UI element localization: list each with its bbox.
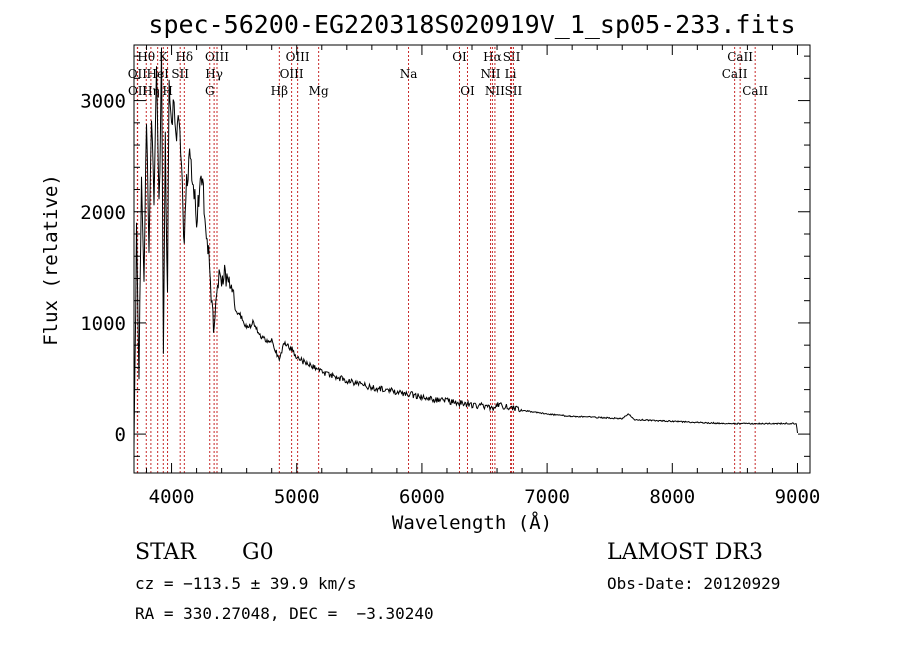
spectral-line-label: CaII: [727, 50, 753, 64]
spectral-line-label: CaII: [742, 84, 768, 98]
y-tick-label: 2000: [80, 202, 126, 224]
object-subclass: G0: [242, 540, 274, 565]
spectral-line-label: NII: [481, 67, 501, 81]
spectral-line-label: Li: [505, 67, 517, 81]
x-tick-label: 6000: [399, 486, 445, 508]
spectral-line-label: OIII: [286, 50, 310, 64]
spectral-line-label: K: [159, 50, 169, 64]
spectral-line-label: Hη: [142, 84, 160, 98]
y-tick-label: 1000: [80, 313, 126, 335]
spectral-line-label: CaII: [722, 67, 748, 81]
spectral-line-label: Hγ: [205, 67, 223, 81]
spectral-line-label: Na: [400, 67, 418, 81]
spectral-line-label: Mg: [309, 84, 329, 98]
x-axis-label: Wavelength (Å): [392, 511, 552, 534]
spectral-line-label: SII: [503, 50, 521, 64]
spectral-line-label: Hδ: [175, 50, 193, 64]
spectral-line-label: Hθ: [137, 50, 155, 64]
spectral-line-label: G: [205, 84, 215, 98]
spectral-line-label: OII: [128, 84, 148, 98]
chart-title: spec-56200-EG220318S020919V_1_sp05-233.f…: [148, 10, 795, 39]
spectral-line-label: H: [162, 84, 172, 98]
x-tick-label: 8000: [649, 486, 695, 508]
spectral-line-label: SII: [505, 84, 523, 98]
spectral-line-label: OI: [452, 50, 467, 64]
spectral-line-label: OIII: [205, 50, 229, 64]
spectral-line-label: OIII: [280, 67, 304, 81]
coordinates: RA = 330.27048, DEC = −3.30240: [135, 604, 434, 623]
spectral-line-label: HeI: [147, 67, 170, 81]
spectral-line-label: NII: [485, 84, 505, 98]
x-tick-label: 5000: [274, 486, 320, 508]
spectral-line-label: Hα: [483, 50, 502, 64]
observation-date: Obs-Date: 20120929: [607, 574, 781, 593]
axis-ticks: 4000 5000 6000 7000 8000 9000 0 1000 2000 3000: [80, 45, 820, 508]
spectral-line-label: Hβ: [271, 84, 288, 98]
plot-frame: [133, 44, 811, 474]
y-axis-label: Flux (relative): [40, 174, 62, 346]
x-tick-label: 4000: [149, 486, 195, 508]
redshift-velocity: cz = −113.5 ± 39.9 km/s: [135, 574, 357, 593]
spectral-line-label: OI: [460, 84, 475, 98]
series-line-flux: [133, 47, 798, 448]
y-tick-label: 3000: [80, 91, 126, 113]
spectral-line-label: SII: [171, 67, 189, 81]
object-class: STAR: [135, 540, 196, 565]
x-tick-label: 7000: [524, 486, 570, 508]
spectral-line-label: OII: [128, 67, 148, 81]
y-tick-label: 0: [115, 424, 126, 446]
survey-name: LAMOST DR3: [607, 540, 763, 565]
x-tick-label: 9000: [775, 486, 821, 508]
